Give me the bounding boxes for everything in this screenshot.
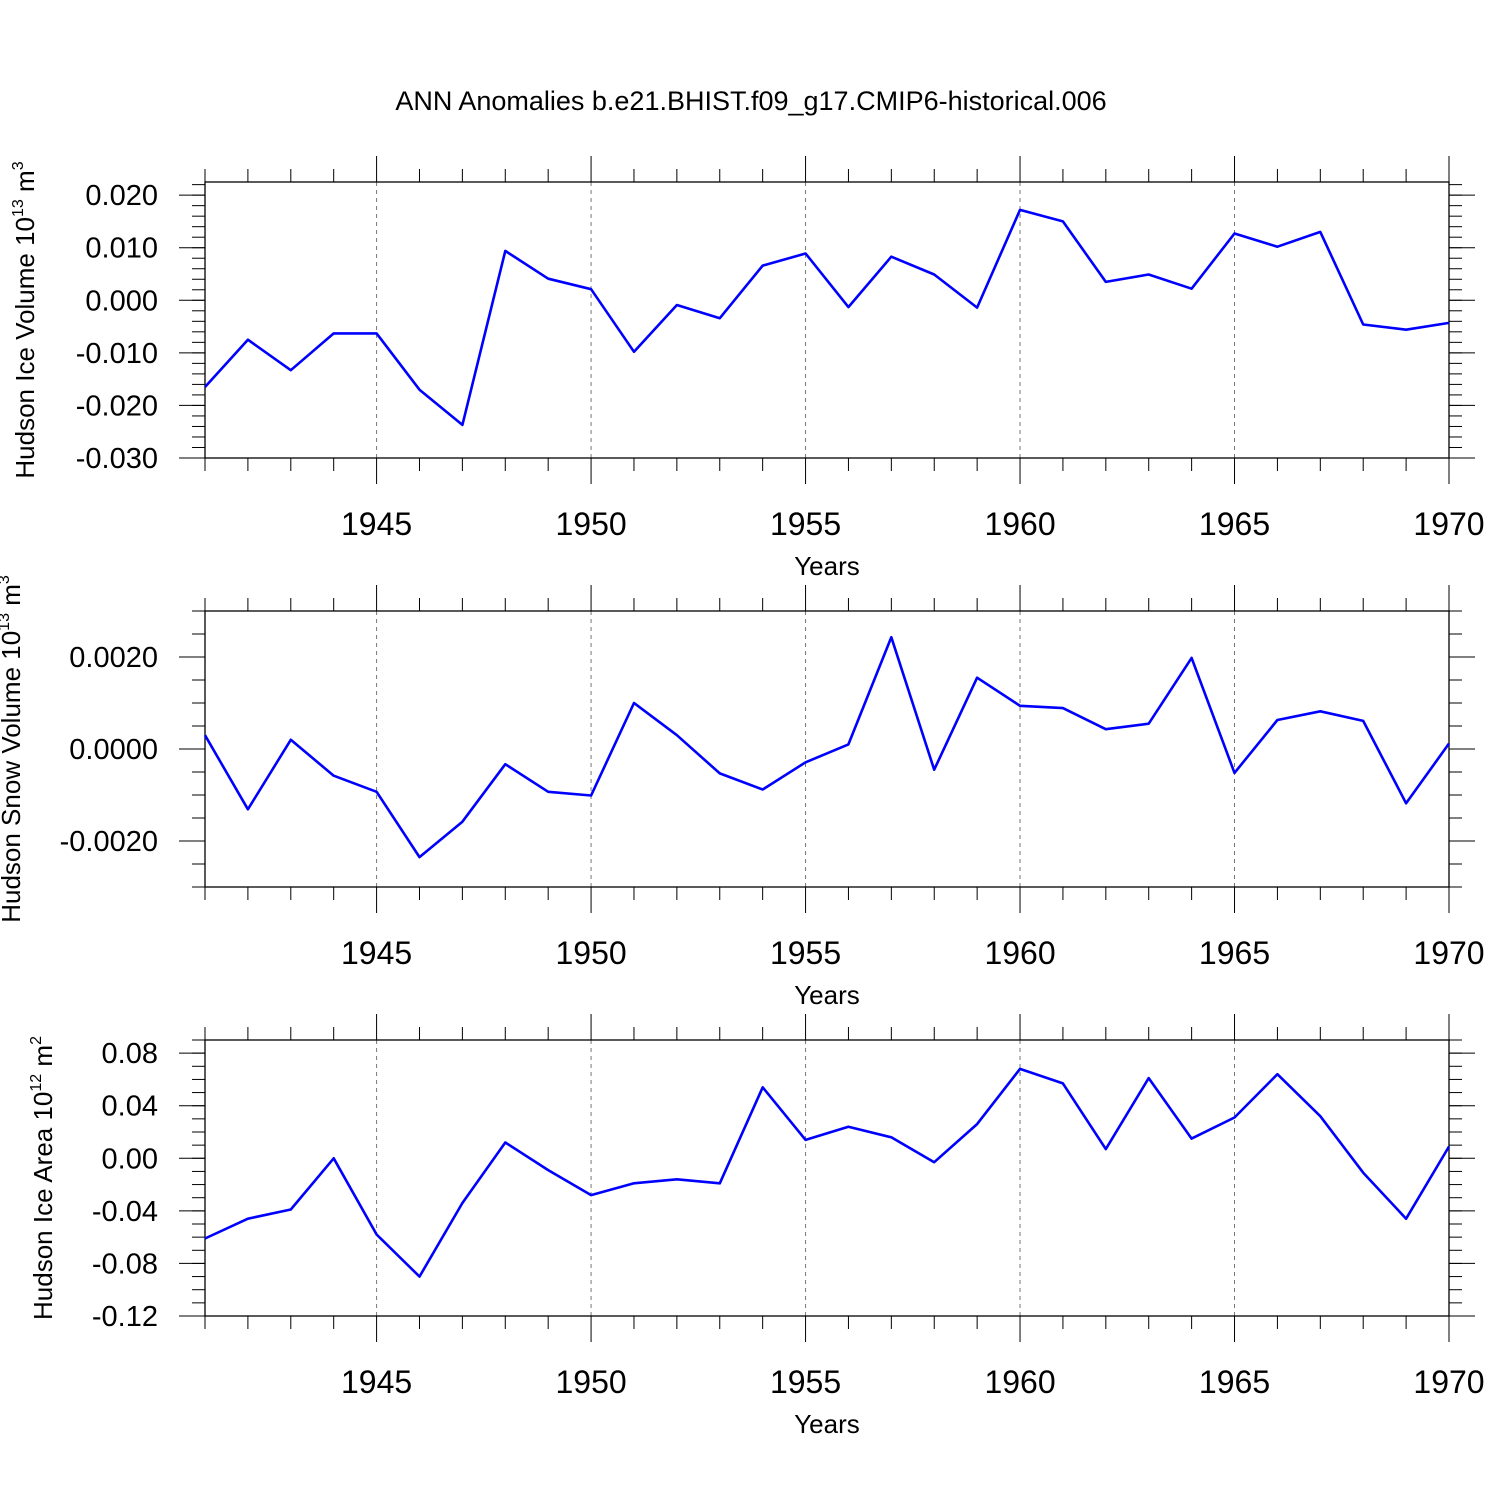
data-series-line (204, 1067, 1451, 1278)
x-axis-label: Years (794, 980, 860, 1010)
y-tick-label: -0.010 (76, 338, 158, 370)
data-series-line (203, 635, 1451, 859)
y-tick-label: 0.08 (102, 1038, 158, 1070)
y-tick-label: -0.020 (76, 390, 158, 422)
y-axis-label: Hudson Snow Volume 1013 m3 (0, 575, 26, 923)
x-tick-label: 1945 (341, 935, 412, 971)
y-tick-label: 0.000 (85, 285, 158, 317)
x-tick-label: 1965 (1199, 506, 1270, 542)
y-tick-label: -0.08 (92, 1248, 158, 1280)
x-tick-label: 1950 (555, 935, 626, 971)
figure-title: ANN Anomalies b.e21.BHIST.f09_g17.CMIP6-… (395, 86, 1106, 116)
x-axis-label: Years (794, 551, 860, 581)
y-tick-label: 0.020 (85, 180, 158, 212)
x-tick-label: 1960 (984, 506, 1055, 542)
y-tick-label: -0.04 (92, 1196, 158, 1228)
panels: -0.030 -0.020 -0.010 0.000 0.010 0.020 1945 195… (0, 156, 1485, 1439)
x-tick-label: 1970 (1413, 506, 1484, 542)
y-tick-label: 0.0000 (69, 734, 158, 766)
chart-panel-1: -0.030 -0.020 -0.010 0.000 0.010 0.020 1945 195… (10, 156, 1485, 581)
y-axis-label: Hudson Ice Volume 1013 m3 (10, 161, 40, 478)
x-axis-label: Years (794, 1409, 860, 1439)
data-series-line (204, 208, 1450, 427)
chart-panel-2: -0.0020 0.0000 0.0020 1945 1950 1955 1960 1965 1… (0, 575, 1485, 1010)
plot-frame (204, 1039, 1450, 1317)
y-axis-label: Hudson Ice Area 1012 m2 (28, 1036, 58, 1320)
x-tick-label: 1960 (984, 935, 1055, 971)
x-tick-label: 1950 (555, 1364, 626, 1400)
x-tick-label: 1950 (555, 506, 626, 542)
y-tick-label: -0.030 (76, 443, 158, 475)
x-tick-label: 1955 (770, 1364, 841, 1400)
x-tick-label: 1945 (341, 506, 412, 542)
x-tick-label: 1970 (1413, 935, 1484, 971)
x-tick-label: 1965 (1199, 935, 1270, 971)
chart-panel-3: -0.12 -0.08 -0.04 0.00 0.04 0.08 1945 1950 1955 1… (28, 1014, 1485, 1439)
y-tick-label: -0.0020 (60, 826, 158, 858)
x-tick-label: 1955 (770, 935, 841, 971)
plot-frame (204, 181, 1450, 459)
x-tick-label: 1955 (770, 506, 841, 542)
y-tick-label: -0.12 (92, 1301, 158, 1333)
y-tick-label: 0.010 (85, 233, 158, 265)
x-tick-label: 1960 (984, 1364, 1055, 1400)
y-tick-label: 0.04 (102, 1091, 158, 1123)
x-tick-label: 1945 (341, 1364, 412, 1400)
x-tick-label: 1965 (1199, 1364, 1270, 1400)
y-tick-label: 0.0020 (69, 642, 158, 674)
y-tick-label: 0.00 (102, 1143, 158, 1175)
x-tick-label: 1970 (1413, 1364, 1484, 1400)
